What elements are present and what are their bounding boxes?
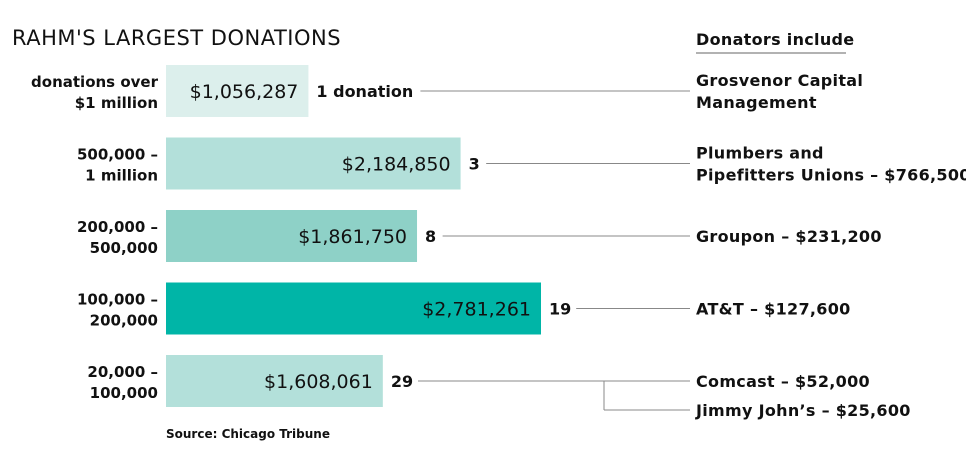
count-label: 3 [469,155,480,174]
donator-label: AT&T – $127,600 [696,300,851,319]
donator-label: Management [696,93,817,112]
category-label-line: 20,000 – [87,363,158,381]
donator-label: Groupon – $231,200 [696,227,882,246]
category-label-line: 500,000 – [77,146,158,164]
count-label: 19 [549,300,571,319]
bar-rows: donations over $1 million $1,056,287 1 dona… [31,65,966,420]
bar [166,65,309,117]
donator-label: Pipefitters Unions – $766,500 [696,166,966,185]
category-label: 20,000 – 100,000 [87,363,158,402]
bar-value-label: $2,184,850 [342,154,451,176]
count-label: 29 [391,372,413,391]
category-label-line: 200,000 – [77,218,158,236]
bar-value-label: $2,781,261 [422,299,531,321]
count-label: 8 [425,227,436,246]
category-label: donations over $1 million [31,73,159,112]
category-label-line: 100,000 – [77,291,158,309]
bar [166,355,383,407]
donator-label: Grosvenor Capital [696,71,863,90]
source-note: Source: Chicago Tribune [166,427,330,441]
category-label: 200,000 – 500,000 [77,218,158,257]
category-label-line: 1 million [85,167,158,185]
count-label: 1 donation [316,82,413,101]
category-label-line: 500,000 [90,239,158,257]
category-label-line: 200,000 [90,312,158,330]
category-label: 500,000 – 1 million [77,146,158,185]
category-label-line: $1 million [75,94,158,112]
category-label-line: donations over [31,73,159,91]
donator-label: Comcast – $52,000 [696,372,870,391]
bar [166,282,541,335]
donator-label: Plumbers and [696,144,824,163]
donators-header: Donators include [696,30,854,49]
chart-title: RAHM'S LARGEST DONATIONS [12,26,341,50]
category-label-line: 100,000 [90,384,158,402]
bar [166,210,418,262]
bar-value-label: $1,608,061 [264,371,373,393]
bar-value-label: $1,861,750 [298,226,407,248]
category-label: 100,000 – 200,000 [77,291,158,330]
donator-label: Jimmy John’s – $25,600 [695,401,911,420]
bar-value-label: $1,056,287 [190,81,299,103]
bar [166,137,461,190]
